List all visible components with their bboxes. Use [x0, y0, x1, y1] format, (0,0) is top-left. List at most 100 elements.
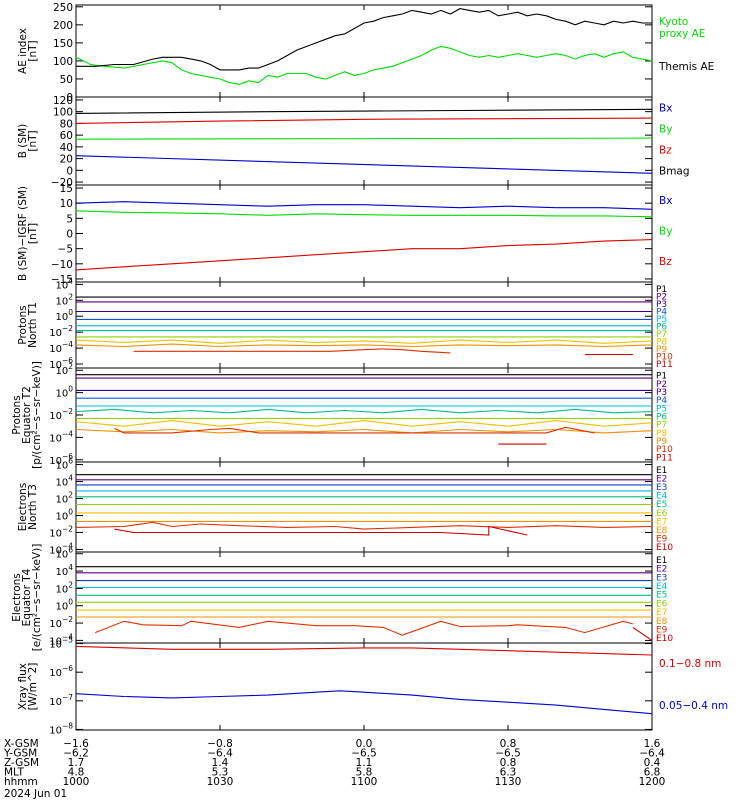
- legend-entry: P10: [656, 445, 673, 455]
- y-tick-label: 20: [60, 154, 73, 166]
- x-tick-label: −1.6: [63, 738, 89, 750]
- legend-entry: P7: [656, 421, 667, 431]
- x-tick-label: 1.7: [68, 757, 85, 769]
- y-axis-label: Equator T2: [21, 386, 33, 444]
- x-tick-label: 0.8: [500, 738, 517, 750]
- y-tick-label: 50: [60, 74, 73, 86]
- legend-entry: E5: [656, 500, 667, 510]
- y-tick-label: 102: [55, 362, 73, 377]
- x-tick-label: 0.0: [356, 738, 373, 750]
- legend-entry: P8: [656, 429, 667, 439]
- legend-entry: Bx: [659, 195, 672, 207]
- x-tick-label: 5.8: [356, 767, 373, 779]
- y-tick-label: 104: [55, 563, 73, 578]
- y-tick-label: 10−2: [49, 407, 73, 422]
- y-tick-label: 10−4: [49, 632, 73, 647]
- y-tick-label: 106: [55, 546, 73, 561]
- series-line: [75, 210, 653, 218]
- y-tick-label: 0: [66, 165, 73, 177]
- x-tick-label: 0.4: [644, 757, 661, 769]
- y-axis-label: AE index: [17, 28, 29, 74]
- legend-entry: 0.05−0.4 nm: [659, 700, 728, 712]
- y-tick-label: 100: [53, 107, 73, 119]
- y-tick-label: 10−2: [49, 615, 73, 630]
- y-tick-label: −5: [58, 244, 73, 256]
- y-axis-label: Electrons: [17, 483, 29, 532]
- legend-entry: P2: [656, 380, 667, 390]
- y-tick-label: −15: [51, 274, 73, 286]
- legend-entry: E3: [656, 573, 667, 583]
- x-tick-label: 1100: [351, 776, 378, 788]
- legend-entry: By: [659, 225, 672, 237]
- series-line: [75, 108, 653, 114]
- legend-entry: P1: [656, 372, 667, 382]
- y-tick-label: −10: [51, 259, 73, 271]
- x-row-label: MLT: [4, 767, 24, 779]
- y-tick-label: 102: [55, 292, 73, 307]
- y-tick-label: 100: [55, 385, 73, 400]
- legend-entry: P9: [656, 437, 667, 447]
- x-tick-label: −6.5: [351, 748, 377, 760]
- y-tick-label: 0: [66, 92, 73, 104]
- panel-8: 10−8 10−7 10−6 10−5 Xray flux[W/m^2] 0.1−0.8 …: [17, 636, 728, 737]
- series-line: [76, 8, 652, 71]
- y-axis-label: [W/m^2]: [27, 663, 39, 711]
- x-tick-label: 0.8: [500, 757, 517, 769]
- legend-entry: E2: [656, 565, 667, 575]
- y-tick-label: 10−7: [49, 693, 73, 708]
- y-tick-label: 40: [60, 142, 73, 154]
- legend-entry: E7: [656, 608, 667, 618]
- legend-entry: E1: [656, 466, 667, 476]
- x-tick-label: −6.4: [207, 748, 233, 760]
- legend-entry: Bx: [659, 102, 672, 114]
- y-tick-label: 15: [60, 183, 73, 195]
- legend-entry: E5: [656, 591, 667, 601]
- series-line: [114, 426, 595, 434]
- y-axis-label: Protons: [11, 395, 23, 434]
- x-tick-label: 1000: [63, 776, 90, 788]
- y-tick-label: −20: [51, 177, 73, 189]
- series-line: [75, 428, 653, 434]
- legend-entry: Bz: [659, 144, 672, 156]
- legend-entry: P7: [656, 330, 667, 340]
- y-tick-label: 102: [55, 491, 73, 506]
- legend-entry: Themis AE: [658, 61, 714, 73]
- legend-entry: E9: [656, 535, 668, 545]
- x-row-label: X-GSM: [4, 738, 39, 750]
- legend-entry: P11: [656, 360, 673, 370]
- x-tick-label: −6.2: [63, 748, 89, 760]
- legend-entry: E6: [656, 509, 668, 519]
- legend-entry: E8: [656, 526, 668, 536]
- series-line: [114, 525, 528, 536]
- series-line: [75, 690, 653, 715]
- y-tick-label: 120: [53, 95, 73, 107]
- legend-entry: P4: [656, 308, 667, 318]
- legend-entry: E4: [656, 492, 668, 502]
- y-tick-label: 10−2: [49, 524, 73, 539]
- y-axis-label: [nT]: [27, 223, 39, 244]
- y-tick-label: 10−4: [49, 429, 73, 444]
- series-line: [75, 645, 653, 656]
- legend-entry: 0.1−0.8 nm: [659, 658, 721, 670]
- y-tick-label: 102: [55, 580, 73, 595]
- series-line: [94, 620, 633, 636]
- y-tick-label: 5: [66, 213, 73, 225]
- series-line: [75, 521, 653, 530]
- x-tick-label: 1200: [639, 776, 666, 788]
- legend-entry: P4: [656, 396, 667, 406]
- y-tick-label: 10−4: [49, 541, 73, 556]
- x-tick-label: 4.8: [68, 767, 85, 779]
- y-tick-label: 250: [53, 2, 73, 14]
- series-line: [75, 420, 653, 427]
- x-tick-label: 5.3: [212, 767, 229, 779]
- y-tick-label: 0: [66, 229, 73, 241]
- series-line: [75, 137, 653, 140]
- x-tick-label: −0.8: [207, 738, 233, 750]
